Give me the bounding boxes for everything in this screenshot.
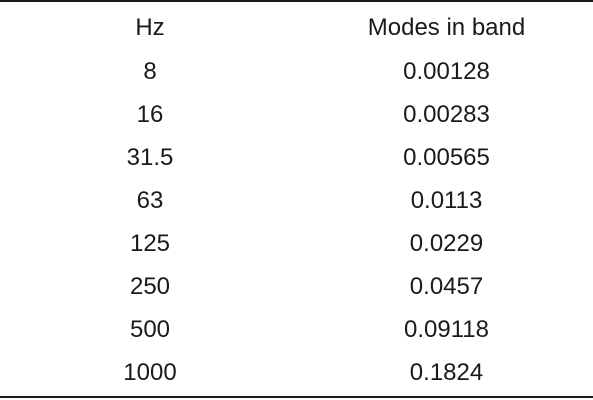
- cell-modes: 0.0229: [409, 230, 484, 257]
- cell-hz: 125: [129, 230, 171, 257]
- cell-modes: 0.1824: [409, 359, 484, 386]
- cell-modes: 0.0113: [410, 187, 483, 214]
- cell-hz: 250: [129, 273, 171, 300]
- header-modes-in-band: Modes in band: [367, 14, 526, 41]
- table-row: 500 0.09118: [0, 308, 593, 352]
- cell-hz: 63: [136, 187, 164, 214]
- table-row: 63 0.0113: [0, 179, 593, 223]
- table-row: 16 0.00283: [0, 93, 593, 137]
- cell-hz: 500: [129, 316, 171, 343]
- table-row: 1000 0.1824: [0, 351, 593, 395]
- header-row: Hz Modes in band: [0, 6, 593, 50]
- header-hz: Hz: [135, 14, 165, 41]
- table-row: 8 0.00128: [0, 50, 593, 94]
- cell-hz: 16: [136, 101, 164, 128]
- cell-modes: 0.00128: [403, 58, 490, 85]
- cell-modes: 0.00283: [403, 101, 490, 128]
- bottom-rule: [0, 396, 593, 398]
- table-row: 125 0.0229: [0, 222, 593, 266]
- cell-modes: 0.0457: [409, 273, 484, 300]
- cell-hz: 8: [143, 58, 157, 85]
- cell-modes: 0.09118: [404, 316, 489, 343]
- table-row: 31.5 0.00565: [0, 136, 593, 180]
- cell-hz: 31.5: [126, 144, 174, 171]
- cell-modes: 0.00565: [403, 144, 490, 171]
- table-row: 250 0.0457: [0, 265, 593, 309]
- top-rule: [0, 0, 593, 2]
- cell-hz: 1000: [123, 359, 177, 386]
